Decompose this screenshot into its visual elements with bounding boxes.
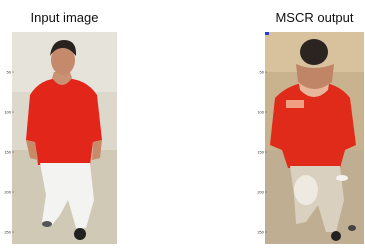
panel-title: Input image (31, 10, 99, 25)
region (348, 225, 356, 231)
shoe (74, 228, 86, 240)
y-tick-label: 250 (4, 230, 11, 235)
region (286, 100, 304, 108)
region-shoe (331, 231, 341, 241)
y-tick-label: 200 (257, 190, 264, 195)
y-tick-label: 250 (257, 230, 264, 235)
y-tick-label: 150 (4, 150, 11, 155)
mscr-output-image (265, 32, 364, 244)
y-tick-label: 50 (260, 70, 265, 75)
figure: Input image 50 100 150 200 250 MSCR output 50 10… (0, 0, 365, 248)
y-tick-label: 50 (7, 70, 12, 75)
y-tick-label: 100 (257, 110, 264, 115)
region-hair (300, 39, 328, 65)
shirt (26, 78, 102, 165)
y-tick-label: 100 (4, 110, 11, 115)
input-image (12, 32, 117, 244)
y-tick-label: 200 (4, 190, 11, 195)
region (294, 175, 318, 205)
y-tick-label: 150 (257, 150, 264, 155)
panel-title: MSCR output (275, 10, 353, 25)
region (265, 32, 269, 35)
region (336, 175, 348, 181)
shoe (42, 221, 52, 227)
